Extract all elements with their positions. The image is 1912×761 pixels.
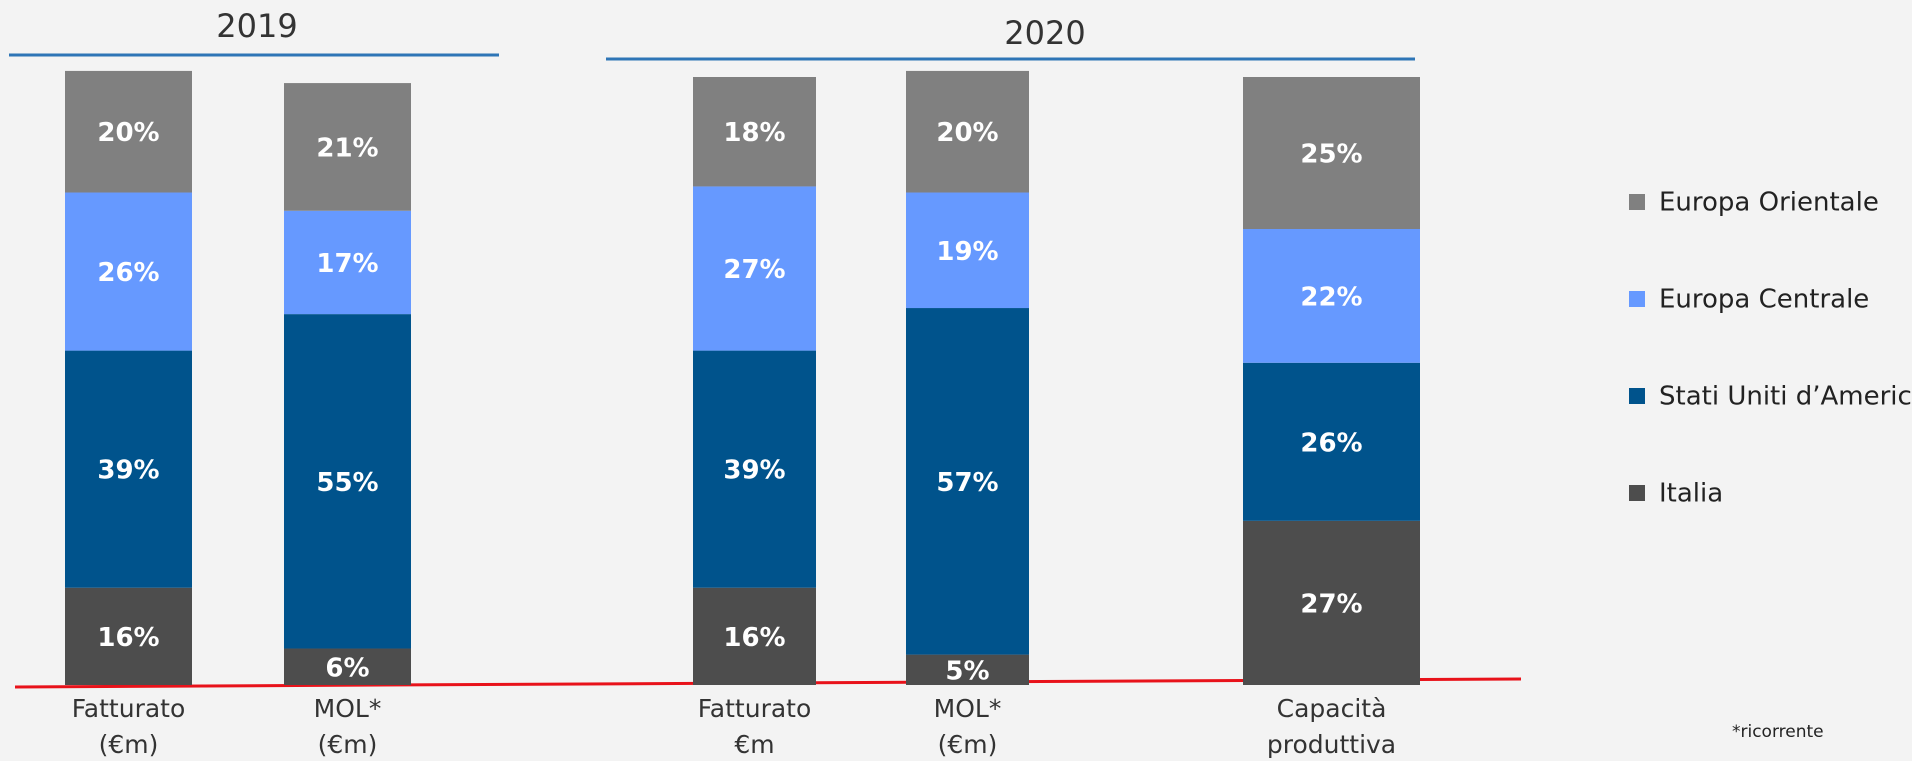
value-label: 57% <box>936 468 998 498</box>
x-tick-label: MOL* <box>934 694 1002 723</box>
bar-segment <box>906 70 1029 193</box>
value-label: 55% <box>316 468 378 498</box>
value-label: 19% <box>936 237 998 267</box>
x-tick-label: €m <box>734 730 774 759</box>
legend-marker <box>1629 388 1645 404</box>
bar-segment <box>906 654 1029 685</box>
legend-marker <box>1629 485 1645 501</box>
value-label: 39% <box>723 456 785 486</box>
x-tick-label: MOL* <box>314 694 382 723</box>
value-label: 22% <box>1300 282 1362 312</box>
x-tick-label: (€m) <box>318 730 378 759</box>
value-label: 27% <box>723 255 785 285</box>
bar-segment <box>1243 362 1420 521</box>
value-label: 6% <box>325 653 369 683</box>
x-tick-label: produttiva <box>1267 730 1396 759</box>
bar-segment <box>65 587 192 685</box>
bar-segment <box>693 77 816 187</box>
bar-segment <box>693 350 816 588</box>
value-label: 27% <box>1300 589 1362 619</box>
value-label: 20% <box>97 118 159 148</box>
value-label: 16% <box>723 623 785 653</box>
bar-segment <box>906 308 1029 655</box>
value-label: 26% <box>97 258 159 288</box>
value-label: 39% <box>97 456 159 486</box>
value-label: 16% <box>97 623 159 653</box>
bar-segment <box>284 210 411 315</box>
value-label: 21% <box>316 133 378 163</box>
value-label: 26% <box>1300 428 1362 458</box>
value-label: 18% <box>723 118 785 148</box>
bar-segment <box>284 83 411 211</box>
bar-segment <box>1243 77 1420 229</box>
value-label: 5% <box>945 656 989 686</box>
legend-marker <box>1629 291 1645 307</box>
bar-segment <box>693 587 816 685</box>
bar-segment <box>1243 229 1420 363</box>
bar-segment <box>65 350 192 588</box>
footnote: *ricorrente <box>1732 722 1824 742</box>
bar-segment <box>65 192 192 351</box>
bar-segment <box>284 314 411 649</box>
bar-segment <box>284 648 411 685</box>
value-label: 17% <box>316 249 378 279</box>
x-tick-label: (€m) <box>99 730 159 759</box>
x-tick-label: Fatturato <box>698 694 812 723</box>
group-label: 2020 <box>1004 14 1085 52</box>
x-tick-label: Capacità <box>1277 694 1387 723</box>
group-label: 2019 <box>216 7 297 45</box>
legend-label: Italia <box>1659 479 1723 509</box>
x-tick-label: Fatturato <box>72 694 186 723</box>
value-label: 20% <box>936 118 998 148</box>
legend-label: Stati Uniti d’America <box>1659 382 1912 412</box>
bar-segment <box>693 186 816 351</box>
bar-segment <box>65 70 192 193</box>
legend-marker <box>1629 194 1645 210</box>
legend-label: Europa Centrale <box>1659 285 1869 315</box>
bar-segment <box>1243 520 1420 685</box>
bar-segment <box>906 192 1029 309</box>
value-label: 25% <box>1300 140 1362 170</box>
legend-label: Europa Orientale <box>1659 188 1879 218</box>
x-tick-label: (€m) <box>938 730 998 759</box>
